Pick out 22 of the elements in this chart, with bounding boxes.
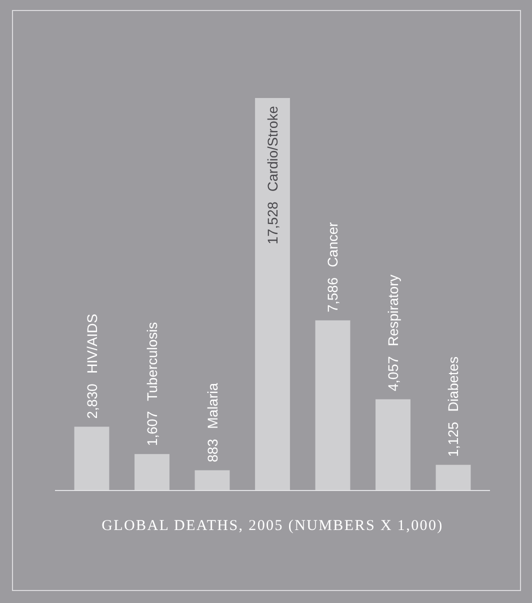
x-tick-label: Cardio/Stroke [264, 106, 280, 192]
bar [255, 98, 290, 490]
bar [376, 399, 410, 490]
bar [315, 320, 350, 490]
data-label: 2,830 [84, 383, 100, 419]
data-label: 17,528 [264, 201, 280, 244]
x-tick-label: Respiratory [385, 274, 401, 346]
data-label: 7,586 [324, 277, 341, 312]
data-label: 1,125 [445, 422, 462, 457]
x-tick-label: Cancer [324, 222, 341, 268]
x-tick-label: Diabetes [445, 356, 462, 412]
bar [194, 470, 230, 490]
bar [134, 454, 170, 490]
x-tick-label: Tuberculosis [144, 322, 160, 402]
bar [436, 464, 471, 490]
text: GLOBAL DEATHS, 2005 (NUMBERS X 1,000) [102, 518, 444, 534]
x-tick-label: Malaria [204, 382, 220, 429]
data-label: 883 [204, 438, 220, 462]
data-label: 4,057 [385, 356, 401, 392]
data-label: 1,607 [144, 410, 160, 446]
x-tick-label: HIV/AIDS [84, 314, 100, 374]
bar [74, 426, 110, 490]
